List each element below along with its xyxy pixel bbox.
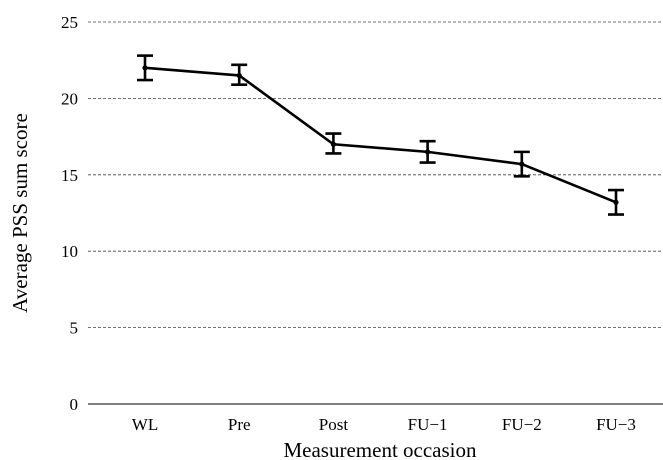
- y-tick-label: 15: [61, 166, 78, 185]
- series-group: [137, 54, 624, 216]
- x-tick-label: FU−2: [502, 415, 542, 434]
- y-tick-label: 20: [61, 89, 78, 108]
- grid-lines: [88, 21, 663, 405]
- y-tick-label: 5: [70, 319, 79, 338]
- x-tick-label: Pre: [228, 415, 251, 434]
- series-line: [144, 66, 617, 204]
- x-axis-title: Measurement occasion: [283, 438, 477, 460]
- data-point: [519, 161, 525, 167]
- data-point: [142, 65, 148, 71]
- y-axis: 0 5 10 15 20 25: [61, 13, 78, 414]
- x-tick-label: Post: [319, 415, 349, 434]
- x-axis: WL Pre Post FU−1 FU−2 FU−3: [132, 415, 636, 434]
- y-tick-label: 10: [61, 242, 78, 261]
- x-tick-label: FU−3: [596, 415, 636, 434]
- x-tick-label: FU−1: [408, 415, 448, 434]
- x-tick-label: WL: [132, 415, 158, 434]
- y-axis-title: Average PSS sum score: [8, 113, 32, 313]
- data-point: [425, 149, 431, 155]
- y-tick-label: 0: [70, 395, 79, 414]
- data-point: [236, 72, 242, 79]
- data-point: [330, 141, 336, 147]
- y-tick-label: 25: [61, 13, 78, 32]
- data-point: [613, 199, 619, 205]
